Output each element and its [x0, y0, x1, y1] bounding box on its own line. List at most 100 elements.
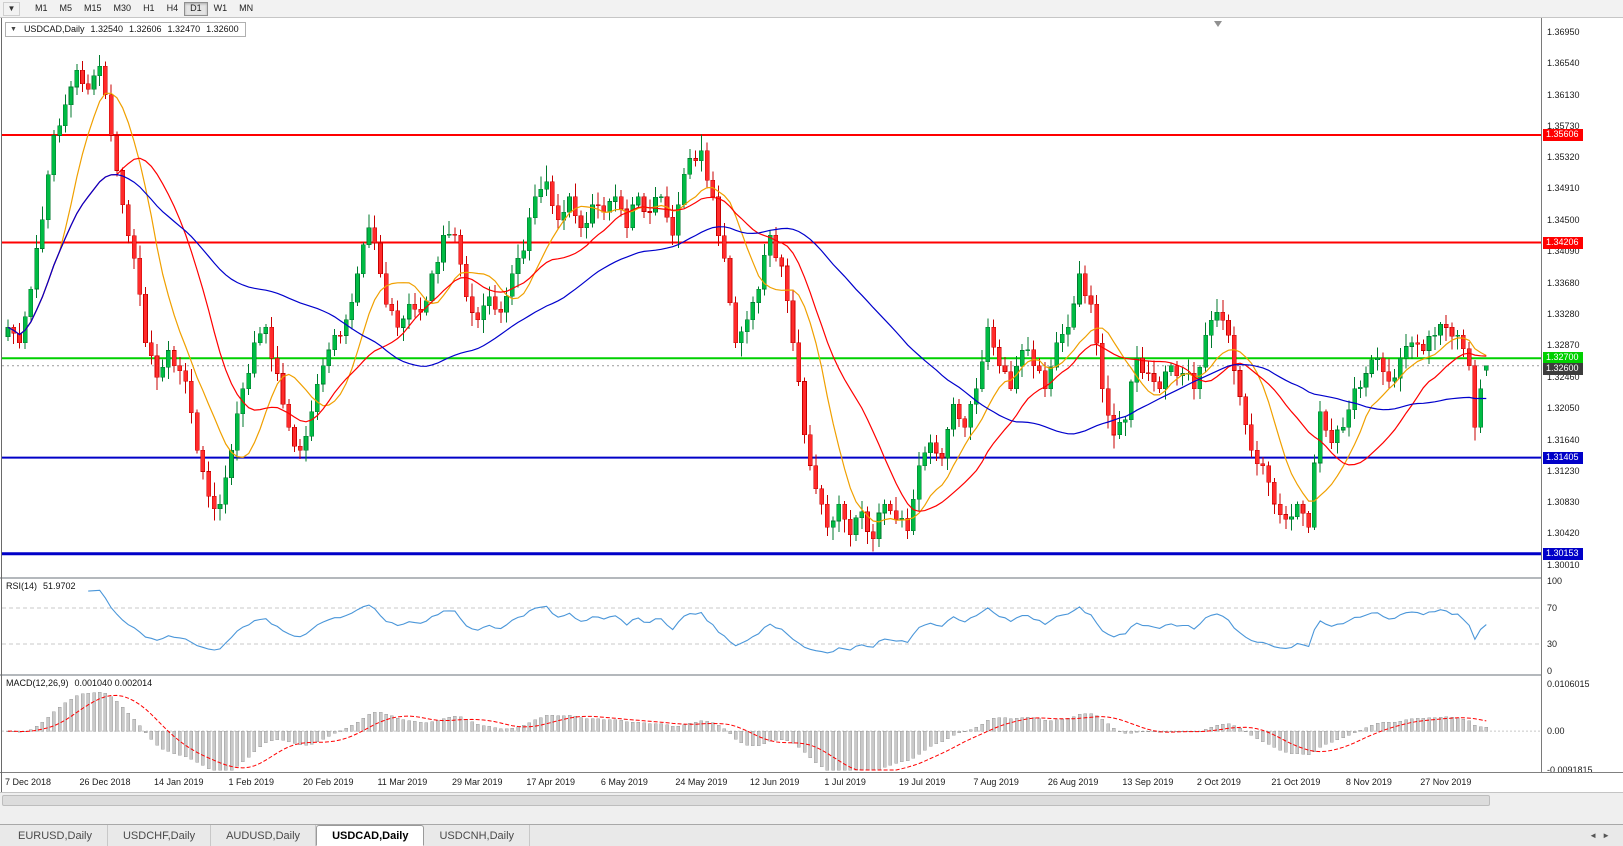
chart-ohlc-header: ▼ USDCAD,Daily 1.32540 1.32606 1.32470 1… — [5, 22, 246, 37]
price-axis-tick: 1.33280 — [1547, 308, 1580, 319]
timeframe-button-m30[interactable]: M30 — [108, 2, 138, 16]
date-axis-label: 1 Jul 2019 — [824, 777, 866, 787]
tab-scroll-left-button[interactable]: ◄ — [1589, 831, 1603, 840]
date-axis-label: 26 Dec 2018 — [79, 777, 131, 787]
price-tag-1.30153: 1.30153 — [1543, 547, 1583, 560]
price-axis-tick: 1.36540 — [1547, 58, 1580, 69]
price-tag-1.34206: 1.34206 — [1543, 236, 1583, 249]
date-axis-label: 27 Nov 2019 — [1420, 777, 1472, 787]
candlestick-series — [5, 54, 1489, 552]
horizontal-scrollbar-thumb[interactable] — [2, 795, 1490, 806]
chart-tab-usdcad[interactable]: USDCAD,Daily — [316, 825, 425, 846]
timeframe-button-m5[interactable]: M5 — [54, 2, 79, 16]
date-axis-label: 11 Mar 2019 — [377, 777, 428, 787]
chart-region: ▼ USDCAD,Daily 1.32540 1.32606 1.32470 1… — [0, 18, 1623, 775]
price-axis-tick: 1.31640 — [1547, 434, 1580, 445]
rsi-axis-tick: 30 — [1547, 639, 1558, 649]
date-axis-label: 20 Feb 2019 — [302, 777, 354, 787]
timeframe-button-m15[interactable]: M15 — [78, 2, 108, 16]
timeframe-toolbar: ▼ M1 M5 M15 M30 H1 H4 D1 W1 MN — [0, 0, 1623, 18]
date-axis-label: 29 Mar 2019 — [451, 777, 503, 787]
open-value: 1.32540 — [90, 24, 123, 34]
rsi-current-value: 51.9702 — [43, 581, 76, 591]
date-axis-label: 6 May 2019 — [600, 777, 648, 787]
high-value: 1.32606 — [129, 24, 162, 34]
price-axis-tick: 1.31230 — [1547, 466, 1580, 477]
date-axis-label: 7 Aug 2019 — [973, 777, 1019, 787]
date-axis-label: 21 Oct 2019 — [1271, 777, 1321, 787]
price-axis-tick: 1.30830 — [1547, 496, 1580, 507]
price-axis-tick: 1.35730 — [1547, 120, 1580, 131]
current-price-tag: 1.32600 — [1543, 363, 1583, 376]
rsi-axis-tick: 70 — [1547, 603, 1558, 613]
tab-scroll-right-button[interactable]: ► — [1602, 831, 1615, 840]
chart-symbol-label: USDCAD,Daily — [23, 24, 85, 34]
date-axis[interactable]: 7 Dec 2018 26 Dec 2018 14 Jan 2019 1 Feb 20… — [0, 772, 1623, 792]
date-axis-label: 26 Aug 2019 — [1047, 777, 1099, 787]
timeframe-button-h1[interactable]: H1 — [137, 2, 161, 16]
price-axis-tick: 1.32050 — [1547, 403, 1580, 414]
chart-tab-usdcnh[interactable]: USDCNH,Daily — [424, 825, 531, 846]
chart-tab-bar: EURUSD,Daily USDCHF,Daily AUDUSD,Daily USDC… — [0, 824, 1623, 846]
date-axis-label: 7 Dec 2018 — [5, 777, 52, 787]
chart-tab-audusd[interactable]: AUDUSD,Daily — [211, 825, 317, 846]
timeframe-button-d1[interactable]: D1 — [184, 1, 208, 16]
chart-dropdown-button[interactable]: ▼ — [3, 1, 20, 16]
chart-tabs: EURUSD,Daily USDCHF,Daily AUDUSD,Daily USDC… — [0, 825, 1623, 846]
horizontal-scrollbar[interactable] — [0, 792, 1623, 824]
price-tag-1.31405: 1.31405 — [1543, 451, 1583, 464]
price-axis-tick: 1.36130 — [1547, 89, 1580, 100]
chart-tab-usdchf[interactable]: USDCHF,Daily — [108, 825, 212, 846]
macd-current-values: 0.001040 0.002014 — [74, 678, 153, 688]
chart-shift-marker[interactable] — [1214, 21, 1222, 27]
rsi-axis-tick: 0 — [1547, 666, 1553, 676]
date-axis-label: 12 Jun 2019 — [749, 777, 800, 787]
rsi-line — [88, 589, 1487, 654]
price-scale[interactable]: 1.36950 1.36540 1.36130 1.35730 1.35320 1.349… — [1541, 18, 1623, 775]
date-axis-label: 2 Oct 2019 — [1196, 777, 1241, 787]
macd-name: MACD(12,26,9) — [6, 678, 69, 688]
macd-axis-tick: 0.0106015 — [1547, 678, 1590, 689]
price-axis-tick: 1.35320 — [1547, 151, 1580, 162]
price-axis-tick: 1.34090 — [1547, 246, 1580, 257]
rsi-name: RSI(14) — [6, 581, 38, 591]
timeframe-button-group: M1 M5 M15 M30 H1 H4 D1 W1 MN — [29, 1, 259, 16]
macd-axis-tick: 0.00 — [1547, 726, 1565, 737]
moving-average-20-line — [7, 157, 1487, 512]
chart-tab-eurusd[interactable]: EURUSD,Daily — [3, 825, 108, 846]
price-axis-tick: 1.36950 — [1547, 26, 1580, 37]
price-tag-1.32700: 1.32700 — [1543, 352, 1583, 365]
timeframe-button-h4[interactable]: H4 — [161, 2, 185, 16]
price-axis-tick: 1.33680 — [1547, 277, 1580, 288]
price-axis-tick: 1.30010 — [1547, 559, 1580, 570]
macd-histogram — [6, 691, 1489, 771]
moving-average-10-line — [7, 92, 1487, 523]
timeframe-button-w1[interactable]: W1 — [208, 2, 234, 16]
macd-indicator-label: MACD(12,26,9) 0.001040 0.002014 — [6, 678, 158, 688]
price-axis-tick: 1.34910 — [1547, 183, 1580, 194]
close-value: 1.32600 — [206, 24, 239, 34]
panel-separator-macd[interactable] — [0, 674, 1623, 676]
price-axis-tick: 1.32870 — [1547, 340, 1580, 351]
collapse-icon: ▼ — [10, 25, 17, 33]
date-axis-label: 1 Feb 2019 — [228, 777, 275, 787]
tab-scroll-arrows: ◄► — [1589, 831, 1615, 840]
price-axis-tick: 1.32460 — [1547, 371, 1580, 382]
date-axis-label: 17 Apr 2019 — [526, 777, 575, 787]
date-axis-label: 14 Jan 2019 — [153, 777, 204, 787]
low-value: 1.32470 — [167, 24, 201, 34]
macd-axis-tick: -0.0091815 — [1547, 765, 1593, 775]
date-axis-label: 13 Sep 2019 — [1122, 777, 1174, 787]
price-axis-tick: 1.30420 — [1547, 528, 1580, 539]
date-axis-label: 8 Nov 2019 — [1345, 777, 1392, 787]
chart-plot[interactable] — [0, 18, 1541, 772]
moving-average-50-line — [7, 173, 1487, 435]
price-tag-1.35606: 1.35606 — [1543, 129, 1583, 142]
timeframe-button-mn[interactable]: MN — [233, 2, 259, 16]
price-axis-tick: 1.34500 — [1547, 214, 1580, 225]
timeframe-button-m1[interactable]: M1 — [29, 2, 54, 16]
macd-signal-line — [7, 694, 1487, 771]
panel-separator-rsi[interactable] — [0, 577, 1623, 579]
chart-left-border — [1, 18, 2, 792]
